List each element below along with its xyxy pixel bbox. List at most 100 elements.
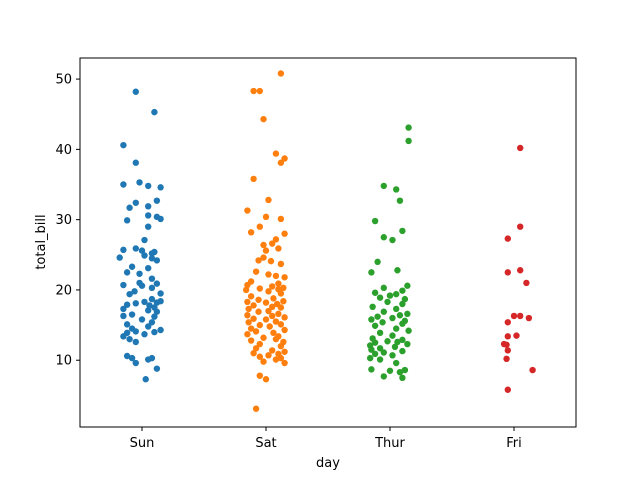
point-sun bbox=[126, 204, 133, 211]
point-sat bbox=[244, 207, 251, 214]
point-sat bbox=[255, 308, 262, 315]
point-sun bbox=[128, 311, 136, 318]
point-thur bbox=[405, 137, 412, 145]
y-tick-label: 20 bbox=[55, 283, 72, 298]
point-sun bbox=[148, 255, 156, 262]
y-tick-label: 40 bbox=[55, 143, 72, 158]
point-thur bbox=[389, 314, 396, 322]
point-thur bbox=[405, 124, 412, 131]
point-sat bbox=[244, 298, 251, 306]
point-thur bbox=[368, 346, 375, 353]
point-sat bbox=[262, 213, 270, 221]
point-thur bbox=[393, 186, 400, 193]
point-thur bbox=[394, 267, 401, 274]
point-fri bbox=[517, 144, 524, 152]
x-axis-label: day bbox=[316, 456, 340, 471]
point-sat bbox=[256, 340, 263, 348]
point-thur bbox=[374, 313, 381, 320]
point-sat bbox=[281, 359, 288, 367]
point-sun bbox=[141, 236, 148, 244]
point-sat bbox=[281, 155, 288, 162]
point-thur bbox=[386, 292, 394, 299]
point-sun bbox=[157, 290, 164, 297]
point-sun bbox=[132, 199, 139, 206]
point-thur bbox=[396, 368, 404, 376]
point-sun bbox=[153, 280, 161, 287]
point-fri bbox=[510, 312, 518, 320]
point-sun bbox=[157, 184, 164, 191]
point-thur bbox=[393, 359, 400, 367]
point-sat bbox=[269, 312, 276, 320]
point-sun bbox=[131, 288, 138, 295]
point-sun bbox=[142, 376, 149, 383]
point-thur bbox=[384, 298, 391, 306]
point-sat bbox=[265, 307, 272, 315]
point-sun bbox=[151, 313, 158, 320]
point-fri bbox=[513, 332, 520, 339]
point-sun bbox=[120, 281, 127, 289]
point-sun bbox=[148, 250, 156, 257]
point-sun bbox=[153, 365, 161, 372]
point-sat bbox=[265, 196, 272, 204]
point-sat bbox=[262, 376, 270, 383]
point-sun bbox=[120, 333, 127, 340]
point-sat bbox=[277, 70, 285, 77]
point-fri bbox=[504, 269, 511, 276]
point-thur bbox=[371, 289, 379, 296]
point-sun bbox=[151, 328, 158, 336]
point-sat bbox=[269, 283, 276, 290]
point-fri bbox=[529, 366, 536, 374]
point-thur bbox=[399, 347, 406, 355]
point-sun bbox=[120, 312, 127, 320]
point-sun bbox=[136, 179, 143, 186]
point-thur bbox=[404, 282, 411, 289]
point-sat bbox=[272, 335, 280, 343]
point-sat bbox=[262, 316, 270, 323]
point-thur bbox=[399, 300, 406, 308]
point-sun bbox=[141, 331, 148, 338]
point-sat bbox=[280, 284, 287, 292]
point-fri bbox=[504, 333, 511, 340]
x-tick-label-thur: Thur bbox=[374, 436, 405, 451]
point-thur bbox=[368, 366, 375, 373]
point-thur bbox=[380, 308, 387, 315]
point-sat bbox=[256, 372, 263, 379]
point-thur bbox=[380, 373, 387, 380]
point-sun bbox=[120, 305, 127, 313]
point-sat bbox=[260, 254, 267, 261]
point-fri bbox=[517, 223, 524, 230]
y-tick-label: 30 bbox=[55, 213, 72, 228]
point-sat bbox=[277, 354, 285, 362]
point-sat bbox=[281, 230, 288, 237]
point-sat bbox=[269, 240, 276, 247]
point-sat bbox=[252, 268, 260, 275]
point-sun bbox=[132, 328, 139, 335]
point-thur bbox=[396, 312, 404, 319]
point-sat bbox=[244, 281, 251, 289]
point-fri bbox=[504, 319, 511, 326]
point-sun bbox=[157, 215, 164, 223]
point-thur bbox=[396, 197, 404, 204]
point-thur bbox=[368, 316, 375, 323]
point-thur bbox=[391, 343, 399, 351]
point-sun bbox=[145, 307, 152, 314]
point-sat bbox=[256, 223, 263, 230]
x-tick-label-sun: Sun bbox=[130, 436, 155, 451]
point-thur bbox=[384, 338, 391, 345]
y-axis: 10 20 30 40 50 bbox=[55, 73, 80, 369]
point-sun bbox=[120, 181, 127, 188]
point-thur bbox=[404, 340, 411, 348]
point-thur bbox=[376, 345, 384, 352]
point-fri bbox=[504, 235, 511, 242]
point-sun bbox=[145, 356, 152, 363]
point-thur bbox=[393, 290, 400, 298]
point-sun bbox=[120, 141, 127, 149]
point-sat bbox=[247, 293, 255, 300]
point-sat bbox=[266, 323, 273, 330]
x-tick-label-sat: Sat bbox=[255, 436, 276, 451]
point-sat bbox=[260, 115, 267, 123]
point-sat bbox=[265, 288, 272, 295]
point-sat bbox=[256, 285, 263, 292]
point-sat bbox=[272, 356, 280, 363]
